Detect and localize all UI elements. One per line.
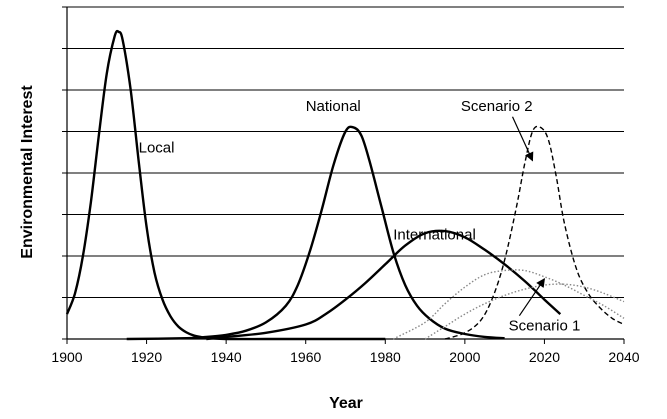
series-lines	[65, 29, 625, 341]
x-tick-label: 1900	[51, 349, 82, 365]
x-axis-title: Year	[329, 395, 363, 412]
series-line-scenario-2	[444, 125, 625, 340]
x-tick-label: 1980	[370, 349, 401, 365]
x-tick-label: 1920	[131, 349, 162, 365]
x-tick-label: 1960	[290, 349, 321, 365]
series-label: International	[393, 226, 476, 243]
x-tick-label: 2020	[529, 349, 560, 365]
x-tick-label: 2040	[608, 349, 639, 365]
annotation-arrow	[511, 116, 534, 162]
x-tick-label: 1940	[211, 349, 242, 365]
annotation-arrow	[518, 277, 545, 317]
series-label: Local	[139, 139, 175, 156]
y-axis-title: Environmental Interest	[19, 85, 36, 259]
series-label: Scenario 2	[461, 98, 533, 115]
axes: 1900 1920 1940 1960 1980 2000 2020 2040	[51, 6, 640, 365]
series-line-local	[65, 29, 386, 341]
series-line-international	[206, 229, 562, 341]
series-label: National	[306, 98, 361, 115]
series-line-national	[126, 125, 505, 341]
x-tick-label: 2000	[449, 349, 480, 365]
series-label: Scenario 1	[509, 318, 581, 335]
annotations: Local National International Scenario 2 Scen…	[139, 98, 581, 335]
